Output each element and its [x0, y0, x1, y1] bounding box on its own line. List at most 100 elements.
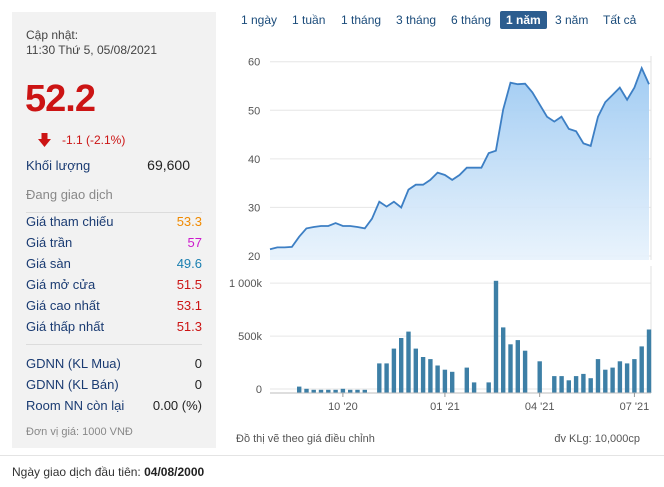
row-label: Giá sàn [26, 256, 71, 271]
price-line [269, 65, 650, 251]
volume-bar [493, 280, 499, 393]
volume-bar [311, 389, 316, 393]
x-tick-label: 01 '21 [430, 401, 460, 413]
tab-1-week[interactable]: 1 tuần [292, 13, 326, 27]
volume-bar [413, 348, 418, 393]
y-tick-label: 500k [238, 331, 262, 343]
period-tabs: 1 ngày 1 tuần 1 tháng 3 tháng 6 tháng 1 … [0, 10, 664, 30]
y-tick-label: 20 [248, 251, 260, 263]
row-value: 49.6 [176, 256, 202, 271]
tab-6-months[interactable]: 6 tháng [451, 13, 492, 27]
row-label: GDNN (KL Mua) [26, 356, 121, 371]
volume-bar [442, 369, 448, 393]
volume-bar [391, 348, 397, 393]
row-value: 0 [194, 377, 202, 392]
volume-bar [617, 361, 623, 394]
volume-bar [522, 350, 528, 393]
volume-bar [515, 340, 520, 393]
volume-bar [406, 331, 411, 393]
row-floor-price: Giá sàn 49.6 [26, 256, 202, 274]
volume-bar [428, 359, 433, 393]
x-tick-label: 04 '21 [525, 401, 555, 413]
tab-3-months[interactable]: 3 tháng [396, 13, 437, 27]
volume-value: 69,600 [147, 157, 190, 173]
volume-bar [486, 382, 491, 393]
volume-bar [646, 329, 652, 393]
row-value: 53.1 [176, 298, 202, 313]
row-foreign-buy: GDNN (KL Mua) 0 [26, 356, 202, 374]
row-open-price: Giá mở cửa 51.5 [26, 277, 202, 295]
volume-bar [471, 382, 477, 393]
row-label: Giá trần [26, 235, 73, 250]
volume-bar [595, 359, 601, 393]
first-trading-day: Ngày giao dịch đầu tiên: 04/08/2000 [12, 465, 204, 479]
row-label: Room NN còn lại [26, 398, 125, 413]
y-tick-label: 0 [256, 384, 262, 396]
x-tick-label: 07 '21 [620, 401, 650, 413]
volume-bar [624, 363, 630, 393]
x-tick-label: 10 '20 [328, 401, 358, 413]
volume-bar [333, 389, 338, 393]
update-label: Cập nhật: [26, 28, 79, 42]
price-area [270, 68, 649, 260]
row-foreign-sell: GDNN (KL Bán) 0 [26, 377, 202, 395]
volume-bar [573, 376, 579, 393]
divider [26, 212, 202, 213]
price-volume-chart: 20 30 40 50 60 1 000k 500k 0 10 '20 01 '21 04 '2… [229, 56, 652, 413]
row-low-price: Giá thấp nhất 51.3 [26, 319, 202, 337]
volume-bar [639, 346, 644, 393]
volume-bar [420, 357, 426, 393]
tab-all[interactable]: Tất cả [603, 13, 637, 27]
volume-bar [435, 365, 440, 393]
row-ceiling-price: Giá trần 57 [26, 235, 202, 253]
volume-bar [362, 389, 367, 393]
quote-panel: Cập nhật: 11:30 Thứ 5, 05/08/2021 52.2 -… [12, 12, 216, 448]
row-value: 53.3 [176, 214, 202, 229]
tab-3-years[interactable]: 3 năm [555, 13, 589, 27]
volume-bar [508, 344, 513, 393]
volume-bar [304, 388, 309, 393]
tab-1-month[interactable]: 1 tháng [341, 13, 382, 27]
volume-bar [610, 367, 615, 393]
tab-1-year[interactable]: 1 năm [500, 11, 547, 29]
volume-bar [384, 363, 389, 393]
row-label: GDNN (KL Bán) [26, 377, 119, 392]
volume-bar [399, 338, 404, 393]
volume-bar [348, 389, 353, 393]
row-label: Giá mở cửa [26, 277, 96, 292]
first-trading-day-value: 04/08/2000 [144, 465, 205, 479]
row-label: Giá thấp nhất [26, 319, 105, 334]
row-value: 57 [187, 235, 202, 250]
row-value: 0.00 (%) [152, 398, 202, 413]
divider [26, 344, 202, 345]
volume-bar [326, 389, 331, 393]
row-label: Giá tham chiếu [26, 214, 114, 229]
volume-bar [581, 373, 586, 393]
price-change: -1.1 (-2.1%) [62, 133, 126, 147]
y-tick-label: 60 [248, 57, 260, 69]
y-tick-label: 30 [248, 202, 260, 214]
row-foreign-room: Room NN còn lại 0.00 (%) [26, 398, 202, 416]
y-tick-label: 40 [248, 154, 260, 166]
volume-label: Khối lượng [26, 158, 91, 173]
tab-1-day[interactable]: 1 ngày [241, 13, 278, 27]
volume-unit-note: đv KLg: 10,000cp [554, 433, 640, 445]
current-price: 52.2 [25, 78, 96, 120]
volume-bar [552, 376, 557, 393]
volume-bar [318, 389, 324, 393]
row-label: Giá cao nhất [26, 298, 100, 313]
y-tick-label: 1 000k [229, 278, 263, 290]
volume-bar [501, 327, 506, 393]
volume-bar [377, 363, 382, 393]
volume-bar [603, 369, 608, 393]
price-unit-note: Đơn vị giá: 1000 VNĐ [26, 426, 133, 438]
row-value: 0 [194, 356, 202, 371]
row-reference-price: Giá tham chiếu 53.3 [26, 214, 202, 232]
row-high-price: Giá cao nhất 53.1 [26, 298, 202, 316]
volume-bar [297, 386, 302, 393]
divider [0, 455, 664, 456]
volume-bar [355, 389, 360, 393]
update-time: 11:30 Thứ 5, 05/08/2021 [26, 43, 158, 57]
volume-bar [340, 388, 346, 393]
volume-bar [450, 371, 455, 393]
